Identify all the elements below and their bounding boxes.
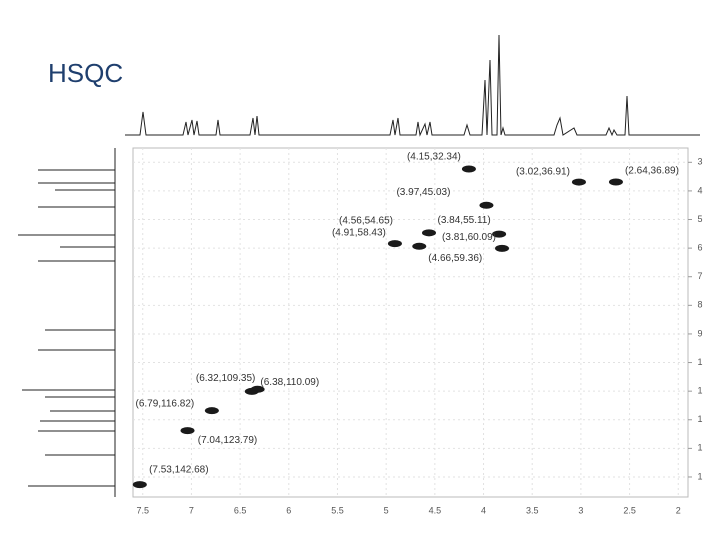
x-tick-label: 6.5 (234, 505, 247, 515)
cross-peak (204, 407, 219, 415)
cross-peak (387, 240, 402, 248)
x-tick-label: 2.5 (623, 505, 636, 515)
peak-label: (4.56,54.65) (339, 215, 393, 226)
y-tick-label: 9 (697, 328, 702, 338)
cross-peak (571, 178, 586, 186)
peak-label: (4.91,58.43) (332, 227, 386, 238)
y-tick-label: 6 (697, 242, 702, 252)
peak-label: (6.32,109.35) (196, 373, 256, 384)
peak-label: (4.15,32.34) (407, 152, 461, 163)
cross-peak (608, 178, 623, 186)
x-tick-label: 6 (286, 505, 291, 515)
peak-label: (3.02,36.91) (516, 167, 570, 178)
x-tick-label: 5.5 (331, 505, 344, 515)
y-tick-label: 3 (697, 157, 702, 167)
peak-label: (6.79,116.82) (135, 398, 194, 409)
cross-peak (479, 201, 494, 209)
y-tick-label: 1 (697, 357, 702, 367)
cross-peak (422, 229, 436, 237)
y-tick-label: 7 (697, 271, 702, 281)
peak-label: (2.64,36.89) (625, 166, 679, 177)
cross-peak (244, 387, 259, 395)
peak-label: (3.97,45.03) (396, 187, 450, 198)
peak-label: (3.84,55.11) (438, 215, 491, 226)
cross-peak (132, 481, 147, 489)
x-tick-label: 5 (384, 505, 389, 515)
y-tick-label: 1 (697, 386, 702, 396)
y-tick-label: 1 (697, 414, 702, 424)
x-tick-label: 3 (578, 505, 583, 515)
x-tick-label: 7.5 (136, 505, 149, 515)
slide-title: HSQC (48, 58, 123, 88)
y-tick-label: 1 (697, 471, 702, 481)
cross-peak (180, 427, 195, 435)
peak-label: (7.04,123.79) (198, 435, 258, 446)
peak-label: (4.66,59.36) (428, 253, 482, 264)
top-projection (125, 34, 700, 137)
x-tick-label: 3.5 (526, 505, 539, 515)
y-tick-label: 1 (697, 443, 702, 453)
cross-peak (495, 244, 510, 252)
cross-peak (412, 242, 427, 250)
peak-label: (6.38,110.09) (260, 377, 319, 388)
x-tick-label: 2 (676, 505, 681, 515)
x-tick-label: 4.5 (429, 505, 442, 515)
y-tick-label: 8 (697, 300, 702, 310)
cross-peak (492, 230, 507, 238)
y-tick-label: 5 (697, 214, 702, 224)
x-tick-label: 7 (189, 505, 194, 515)
peak-label: (3.81,60.09) (442, 232, 496, 243)
plot-frame (132, 147, 689, 498)
y-tick-label: 4 (697, 185, 702, 195)
peak-label: (7.53,142.68) (149, 464, 209, 475)
cross-peak (461, 165, 476, 173)
x-tick-label: 4 (481, 505, 486, 515)
left-projection (18, 148, 116, 497)
